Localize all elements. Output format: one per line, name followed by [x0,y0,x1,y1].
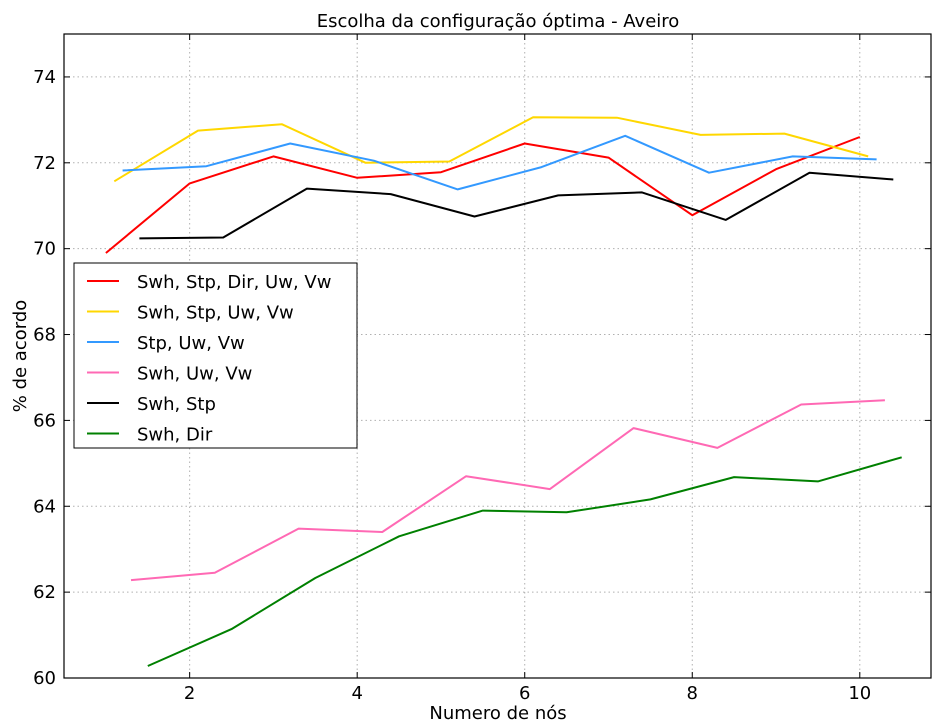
legend-label: Swh, Stp, Dir, Uw, Vw [137,272,331,293]
y-tick-label: 72 [33,153,56,174]
series-line [130,399,885,582]
y-axis-title: % de acordo [10,300,31,413]
legend-label: Swh, Stp [137,394,216,415]
x-tick-label: 8 [687,683,698,704]
series-line [139,171,894,240]
x-axis-title: Numero de nós [429,703,566,724]
y-tick-label: 64 [33,496,56,517]
y-tick-label: 62 [33,582,56,603]
chart-title: Escolha da configuração óptima - Aveiro [317,11,680,32]
plot-frame [63,33,932,679]
y-tick-labels: 60 62 64 66 68 70 72 74 [33,67,56,689]
series-lines [105,116,902,667]
y-tick-label: 60 [33,668,56,689]
x-tick-label: 6 [519,683,530,704]
y-tick-label: 66 [33,410,56,431]
series-line [147,456,902,667]
legend: Swh, Stp, Dir, Uw, Vw Swh, Stp, Uw, Vw Stp… [73,262,358,449]
legend-box [73,262,358,449]
legend-label: Stp, Uw, Vw [137,333,245,354]
legend-label: Swh, Stp, Uw, Vw [137,303,294,324]
y-tick-label: 74 [33,67,56,88]
legend-label: Swh, Dir [137,425,213,446]
series-line [122,134,877,191]
x-tick-label: 4 [351,683,362,704]
y-tick-label: 70 [33,239,56,260]
x-tick-label: 2 [184,683,195,704]
y-tick-label: 68 [33,325,56,346]
series-line [105,136,861,254]
x-tick-labels: 2 4 6 8 10 [184,683,871,704]
x-tick-label: 10 [848,683,871,704]
legend-label: Swh, Uw, Vw [137,364,252,385]
series-line [113,116,869,183]
axis-ticks [64,34,931,679]
